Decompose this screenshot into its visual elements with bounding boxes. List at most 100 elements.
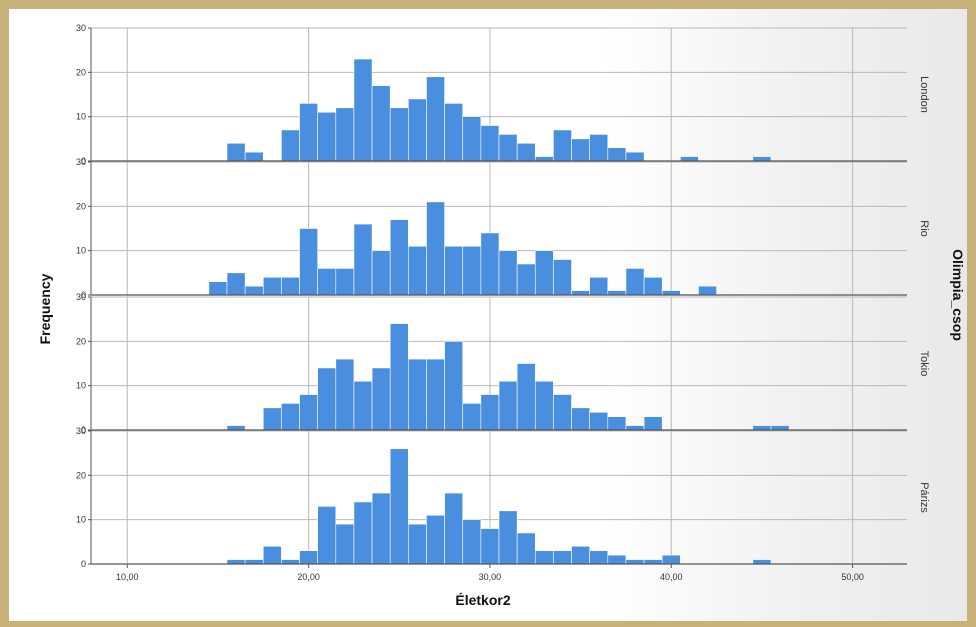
histogram-bar [571,545,590,565]
histogram-bar [534,250,554,296]
histogram-bar [281,559,300,565]
x-tick-label: 10,00 [116,572,139,582]
histogram-bar [262,545,282,565]
y-tick-label: 0 [81,290,86,300]
histogram-bar [281,129,300,162]
histogram-bar [226,142,246,162]
histogram-bar [317,268,337,296]
axes-layer [88,27,907,568]
histogram-bar [643,559,663,565]
histogram-bar [498,250,518,296]
y-tick-label: 30 [76,157,86,167]
histogram-bar [262,276,282,296]
bars-layer [208,58,790,565]
x-tick-label: 20,00 [297,572,320,582]
histogram-bar [299,228,318,296]
histogram-bar [444,103,464,162]
x-tick-label: 50,00 [841,572,864,582]
histogram-bar [426,514,445,565]
histogram-bar [534,380,554,431]
histogram-bar [661,554,681,565]
histogram-bar [408,245,427,296]
y-tick-label: 0 [81,559,86,569]
histogram-bar [226,272,246,296]
histogram-bar [625,559,645,565]
histogram-bar [516,263,536,296]
y-tick-label: 10 [76,515,86,525]
histogram-bar [462,403,482,431]
histogram-bar [408,523,427,565]
histogram-bar [553,259,572,296]
panel-label: Párizs [918,482,930,513]
chart-frame: 0 10 20 30 London 0 10 20 30 Rio 0 10 20 30 Tokio 0 10 20… [9,9,967,621]
panel-label: London [918,76,930,113]
y-tick-label: 20 [76,201,86,211]
histogram-bar [480,232,500,296]
histogram-bar [281,403,300,431]
y-tick-label: 10 [76,246,86,256]
histogram-bar [752,156,772,162]
histogram-bar [281,276,300,296]
histogram-bar [770,425,790,431]
histogram-bar [444,341,464,431]
x-tick-label: 40,00 [660,572,683,582]
y-tick-label: 20 [76,336,86,346]
histogram-bar [698,285,717,296]
histogram-bar [426,201,445,296]
histogram-bar [480,125,500,162]
histogram-bar [534,156,554,162]
histogram-bar [643,276,663,296]
panel-label: Tokio [918,351,930,377]
histogram-bar [498,380,518,431]
histogram-bar [498,134,518,162]
histogram-bar [643,416,663,431]
histogram-bar [444,245,464,296]
histogram-bar [589,550,609,565]
histogram-bar [571,138,590,162]
histogram-bar [426,76,445,162]
histogram-bar [244,285,264,296]
histogram-bar [335,268,355,296]
histogram-bar [516,532,536,565]
histogram-bar [625,268,645,296]
faceted-histogram-chart: 0 10 20 30 London 0 10 20 30 Rio 0 10 20 30 Tokio 0 10 20… [37,23,966,608]
histogram-bar [480,528,500,565]
y-tick-label: 0 [81,425,86,435]
y-tick-label: 30 [76,426,86,436]
histogram-bar [607,416,627,431]
histogram-bar [480,394,500,431]
histogram-bar [752,425,772,431]
histogram-bar [226,559,246,565]
histogram-bar [371,367,391,431]
x-axis-title: Életkor2 [455,592,510,608]
histogram-bar [516,142,536,162]
histogram-bar [389,323,409,431]
histogram-bar [371,492,391,565]
histogram-bar [226,425,246,431]
histogram-bar [607,147,627,162]
histogram-bar [444,492,464,565]
histogram-bar [371,250,391,296]
histogram-bar [262,407,282,431]
histogram-bar [571,290,590,296]
histogram-bar [625,425,645,431]
histogram-bar [752,559,772,565]
histogram-bar [553,550,572,565]
histogram-bar [371,85,391,162]
histogram-bar [462,519,482,565]
histogram-bar [607,290,627,296]
histogram-bar [408,98,427,162]
histogram-bar [244,151,264,162]
histogram-bar [353,501,373,565]
histogram-bar [589,134,609,162]
histogram-bar [462,116,482,162]
histogram-bar [680,156,699,162]
labels-layer: 0 10 20 30 London 0 10 20 30 Rio 0 10 20 30 Tokio 0 10 20… [76,23,930,582]
histogram-bar [571,407,590,431]
histogram-bar [335,358,355,431]
histogram-bar [534,550,554,565]
histogram-bar [299,394,318,431]
histogram-bar [335,523,355,565]
histogram-bar [661,290,681,296]
histogram-bar [389,448,409,565]
